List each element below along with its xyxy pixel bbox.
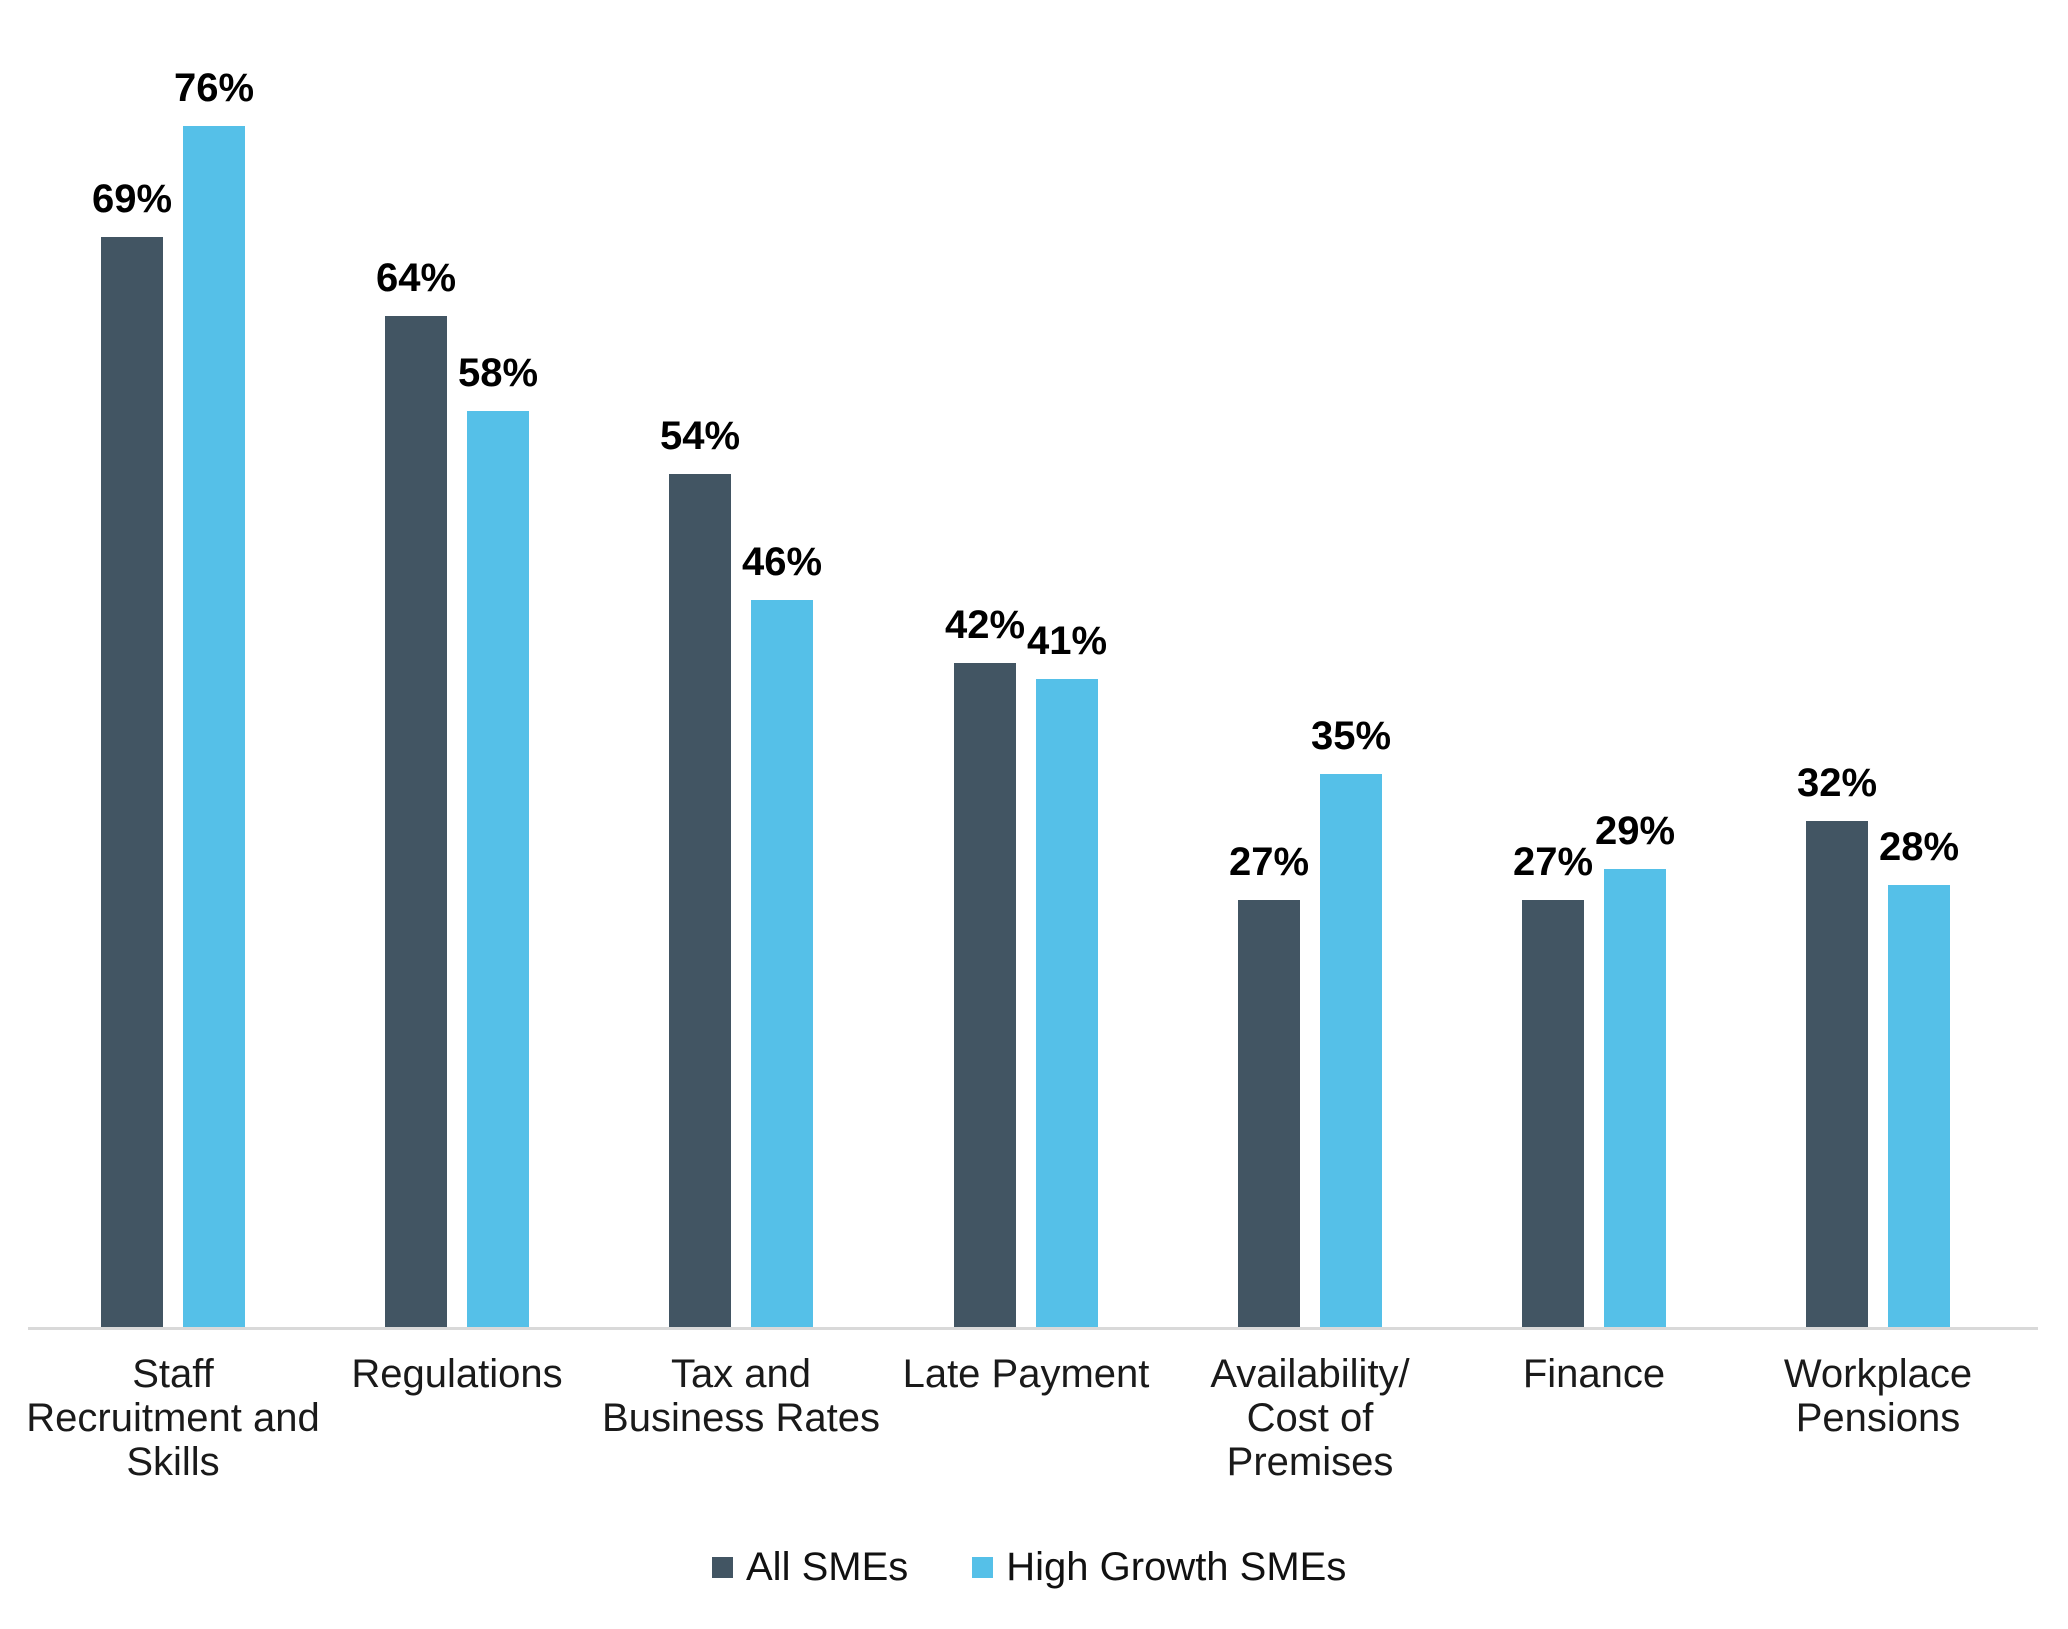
bar-all-smes-availability-cost-of-premises: [1238, 900, 1300, 1327]
bar-group-late-payment: 42% 41%: [945, 0, 1107, 1327]
legend-item-high-growth-smes: High Growth SMEs: [972, 1543, 1346, 1591]
value-label-high-growth-smes-finance: 29%: [1594, 809, 1676, 853]
legend-label-high-growth-smes: High Growth SMEs: [1006, 1545, 1347, 1589]
bar-group-availability-cost-of-premises: 27% 35%: [1229, 0, 1391, 1327]
legend-item-all-smes: All SMEs: [712, 1543, 908, 1591]
value-label-all-smes-late-payment: 42%: [944, 603, 1026, 647]
bar-group-staff-recruitment-and-skills: 69% 76%: [92, 0, 254, 1327]
value-label-all-smes-staff-recruitment-and-skills: 69%: [91, 177, 173, 221]
bar-high-growth-smes-availability-cost-of-premises: [1320, 774, 1382, 1327]
bar-all-smes-staff-recruitment-and-skills: [101, 237, 163, 1327]
category-label-regulations: Regulations: [351, 1352, 563, 1396]
value-label-high-growth-smes-availability-cost-of-premises: 35%: [1310, 714, 1392, 758]
x-axis-line: [28, 1327, 2038, 1330]
category-label-staff-recruitment-and-skills: Staff Recruitment and Skills: [26, 1352, 320, 1484]
chart-legend: All SMEs High Growth SMEs: [712, 1543, 1346, 1591]
value-label-all-smes-tax-and-business-rates: 54%: [659, 414, 741, 458]
plot-area: 69% 76% 64% 58% 54% 46% 42% 41% 27% 35% 27% 29% 32% 2…: [92, 0, 1959, 1327]
value-label-high-growth-smes-regulations: 58%: [457, 351, 539, 395]
category-label-workplace-pensions: Workplace Pensions: [1783, 1352, 1973, 1440]
bar-high-growth-smes-late-payment: [1036, 679, 1098, 1327]
bar-all-smes-tax-and-business-rates: [669, 474, 731, 1327]
category-label-tax-and-business-rates: Tax and Business Rates: [602, 1352, 880, 1440]
category-label-finance: Finance: [1522, 1352, 1666, 1396]
value-label-all-smes-workplace-pensions: 32%: [1796, 761, 1878, 805]
bar-high-growth-smes-tax-and-business-rates: [751, 600, 813, 1327]
value-label-all-smes-finance: 27%: [1512, 840, 1594, 884]
bar-all-smes-regulations: [385, 316, 447, 1327]
value-label-high-growth-smes-workplace-pensions: 28%: [1878, 825, 1960, 869]
value-label-high-growth-smes-staff-recruitment-and-skills: 76%: [173, 66, 255, 110]
value-label-all-smes-regulations: 64%: [375, 256, 457, 300]
value-label-high-growth-smes-tax-and-business-rates: 46%: [741, 540, 823, 584]
legend-label-all-smes: All SMEs: [746, 1545, 909, 1589]
bar-all-smes-workplace-pensions: [1806, 821, 1868, 1327]
bar-group-workplace-pensions: 32% 28%: [1797, 0, 1959, 1327]
bar-all-smes-finance: [1522, 900, 1584, 1327]
category-label-availability-cost-of-premises: Availability/ Cost of Premises: [1210, 1352, 1410, 1484]
value-label-all-smes-availability-cost-of-premises: 27%: [1228, 840, 1310, 884]
value-label-high-growth-smes-late-payment: 41%: [1026, 619, 1108, 663]
category-label-late-payment: Late Payment: [902, 1352, 1150, 1396]
bar-group-tax-and-business-rates: 54% 46%: [660, 0, 822, 1327]
bar-high-growth-smes-staff-recruitment-and-skills: [183, 126, 245, 1327]
legend-swatch-icon-all-smes: [712, 1556, 733, 1578]
bar-all-smes-late-payment: [954, 663, 1016, 1327]
bar-group-finance: 27% 29%: [1513, 0, 1675, 1327]
bar-high-growth-smes-finance: [1604, 869, 1666, 1327]
bar-high-growth-smes-regulations: [467, 411, 529, 1327]
bar-high-growth-smes-workplace-pensions: [1888, 885, 1950, 1327]
legend-swatch-icon-high-growth-smes: [972, 1556, 994, 1578]
bar-group-regulations: 64% 58%: [376, 0, 538, 1327]
